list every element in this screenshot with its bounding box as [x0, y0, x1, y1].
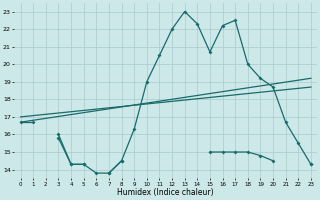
X-axis label: Humidex (Indice chaleur): Humidex (Indice chaleur) [117, 188, 214, 197]
